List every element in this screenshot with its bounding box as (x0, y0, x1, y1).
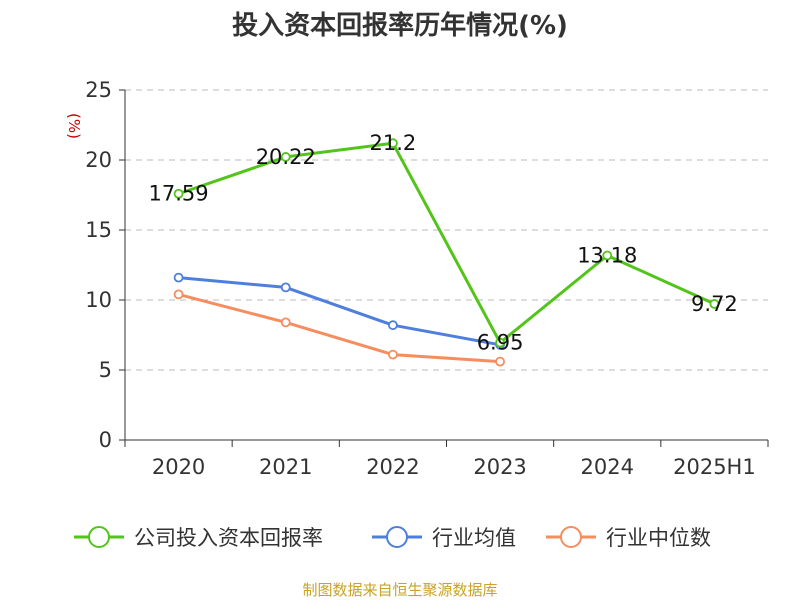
data-point (495, 356, 505, 367)
data-point (173, 289, 184, 300)
source-note: 制图数据来自恒生聚源数据库 (302, 581, 497, 599)
data-label: 9.72 (691, 292, 738, 316)
data-labels: 17.59 20.22 21.2 6.95 13.18 9.72 (149, 131, 738, 355)
x-tick-label: 2025H1 (673, 455, 756, 479)
data-point (280, 282, 291, 293)
x-tick-label: 2023 (473, 455, 526, 479)
legend-marker (560, 526, 582, 548)
legend-item-1[interactable]: 行业均值 (372, 526, 516, 550)
data-label: 13.18 (577, 243, 637, 267)
y-tick-label: 15 (85, 218, 112, 242)
series-line-2 (178, 292, 501, 364)
axes: 0 5 10 15 20 25 2020 2021 2022 2023 2024 2025H1 (85, 78, 769, 479)
data-point (173, 272, 184, 283)
x-tick-label: 2021 (259, 455, 312, 479)
series-group (173, 138, 720, 367)
data-point (602, 250, 613, 261)
data-label: 17.59 (149, 182, 209, 206)
x-tick-label: 2022 (366, 455, 419, 479)
y-tick-label: 10 (85, 288, 112, 312)
series-line-0 (178, 141, 716, 345)
chart-title: 投入资本回报率历年情况(%) (232, 10, 568, 41)
data-point (388, 349, 398, 360)
legend-label: 行业中位数 (606, 526, 711, 550)
legend-item-2[interactable]: 行业中位数 (546, 526, 711, 550)
legend-marker (88, 526, 110, 548)
data-label: 20.22 (256, 145, 316, 169)
grid-lines (125, 89, 768, 371)
data-point (173, 188, 184, 199)
data-point (280, 317, 291, 328)
data-point (388, 320, 398, 331)
y-unit-label: (%) (65, 113, 83, 139)
data-point (709, 299, 720, 309)
series-line-1 (178, 276, 501, 347)
y-tick-label: 25 (85, 78, 112, 102)
data-point (388, 138, 398, 149)
y-tick-label: 5 (99, 358, 112, 382)
x-tick-label: 2020 (152, 455, 205, 479)
legend-item-0[interactable]: 公司投入资本回报率 (74, 526, 323, 550)
data-label: 6.95 (477, 331, 524, 355)
legend-label: 行业均值 (432, 526, 516, 550)
y-tick-label: 0 (99, 428, 112, 452)
legend-label: 公司投入资本回报率 (134, 526, 323, 550)
legend[interactable]: 公司投入资本回报率 行业均值 行业中位数 (74, 526, 711, 550)
data-point (280, 152, 291, 162)
x-tick-label: 2024 (581, 455, 634, 479)
data-point (495, 337, 505, 348)
y-tick-label: 20 (85, 148, 112, 172)
data-label: 21.2 (370, 131, 417, 155)
legend-marker (386, 526, 408, 548)
